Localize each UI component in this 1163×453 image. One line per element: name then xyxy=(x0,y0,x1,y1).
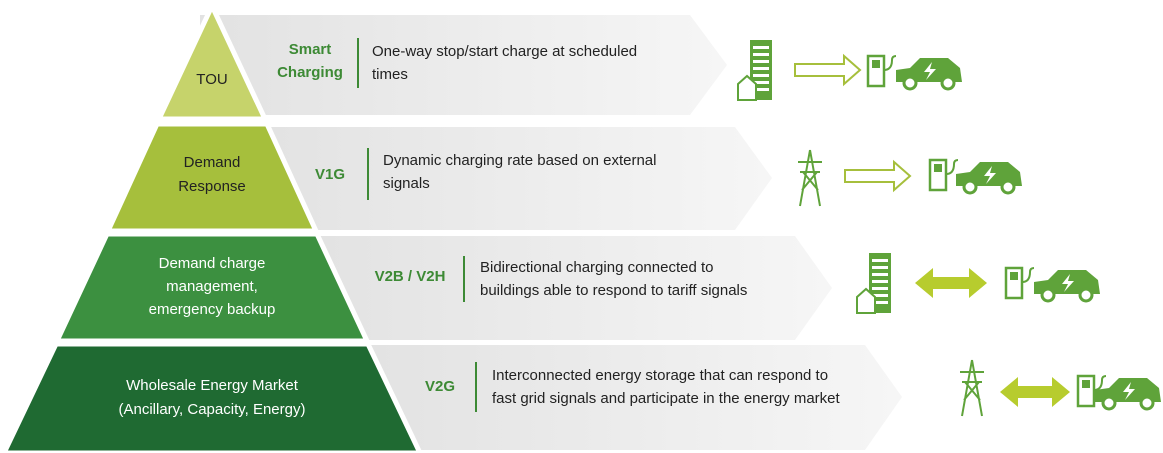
charger-screen xyxy=(1010,272,1018,280)
bidirectional-arrow xyxy=(915,268,987,298)
building-window xyxy=(753,74,769,77)
tier-description: Bidirectional charging connected to xyxy=(480,259,713,276)
building-window xyxy=(872,280,888,283)
tier-tag: V2B / V2H xyxy=(375,268,446,285)
flow-arrow xyxy=(844,159,912,193)
tier-description: signals xyxy=(383,175,430,192)
tier xyxy=(53,231,371,344)
banners xyxy=(200,15,902,450)
building-window xyxy=(872,301,888,304)
tier-label: (Ancillary, Capacity, Energy) xyxy=(118,401,305,418)
building-window xyxy=(872,266,888,269)
dividers xyxy=(357,38,477,412)
car-wheel xyxy=(1000,179,1016,195)
charger-cable xyxy=(883,55,897,71)
charger-screen xyxy=(872,60,880,68)
car-wheel xyxy=(1040,287,1056,303)
tier-label: management, xyxy=(166,278,258,295)
tier-tag: V2G xyxy=(425,378,455,395)
tier xyxy=(104,121,320,234)
car-wheel xyxy=(902,75,918,91)
tier-description: Interconnected energy storage that can r… xyxy=(492,367,828,384)
house-icon xyxy=(737,74,757,101)
tower-icon xyxy=(960,359,984,417)
building-window xyxy=(753,67,769,70)
bolt-icon xyxy=(924,62,936,80)
house-icon xyxy=(856,287,876,314)
tier-description: Dynamic charging rate based on external xyxy=(383,152,657,169)
building-window xyxy=(753,60,769,63)
building-window xyxy=(753,46,769,49)
banner xyxy=(300,236,832,340)
tier-label: emergency backup xyxy=(149,301,276,318)
bolt-icon xyxy=(1123,382,1135,400)
icons xyxy=(737,40,1161,417)
car-wheel xyxy=(1078,287,1094,303)
building-window xyxy=(753,88,769,91)
building-window xyxy=(872,259,888,262)
flow-arrow xyxy=(794,53,862,87)
banner xyxy=(250,127,772,230)
bolt-icon xyxy=(1062,274,1074,292)
tier-description: times xyxy=(372,66,408,83)
building-window xyxy=(753,53,769,56)
tier-description: fast grid signals and participate in the… xyxy=(492,390,841,407)
bolt-icon xyxy=(984,166,996,184)
tier-tag: V1G xyxy=(315,166,345,183)
tier xyxy=(155,0,269,122)
building-window xyxy=(872,273,888,276)
tier-label: TOU xyxy=(196,71,227,88)
tier-tag: Charging xyxy=(277,64,343,81)
building-window xyxy=(872,294,888,297)
tier-tag: Smart xyxy=(289,41,332,58)
car-wheel xyxy=(1101,395,1117,411)
building-window xyxy=(753,81,769,84)
tier-label: Demand charge xyxy=(159,255,266,272)
banner xyxy=(350,345,902,450)
charger-screen xyxy=(934,164,942,172)
tier-label: Response xyxy=(178,178,246,195)
tier-description: One-way stop/start charge at scheduled xyxy=(372,43,637,60)
car-wheel xyxy=(1139,395,1155,411)
car-wheel xyxy=(940,75,956,91)
banner xyxy=(200,15,727,115)
charger-cable xyxy=(1021,267,1035,283)
bidirectional-arrow xyxy=(1000,377,1070,407)
pyramid xyxy=(1,0,423,453)
tier-description: buildings able to respond to tariff sign… xyxy=(480,282,747,299)
building-window xyxy=(872,287,888,290)
tier xyxy=(1,341,423,453)
charger-cable xyxy=(945,159,959,175)
tower-icon xyxy=(798,149,822,207)
tier-label: Demand xyxy=(184,154,241,171)
tier-label: Wholesale Energy Market xyxy=(126,377,299,394)
charger-cable xyxy=(1093,375,1107,391)
car-wheel xyxy=(962,179,978,195)
charger-screen xyxy=(1082,380,1090,388)
